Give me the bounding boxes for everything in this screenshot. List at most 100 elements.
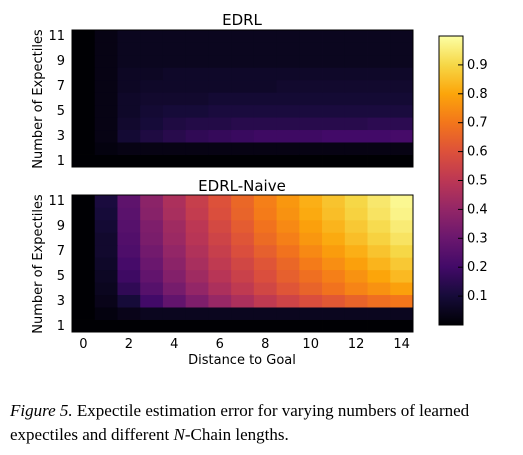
heatmap-cell — [208, 294, 232, 308]
heatmap-cell — [185, 294, 209, 308]
heatmap-cell — [140, 282, 164, 296]
heatmap-cell — [117, 92, 141, 106]
heatmap-cell — [94, 269, 118, 283]
heatmap-cell — [344, 104, 368, 118]
heatmap-cell — [231, 269, 255, 283]
heatmap-cell — [276, 307, 300, 320]
y-tick-label: 9 — [57, 54, 65, 69]
heatmap-cell — [276, 294, 300, 308]
heatmap-cell — [162, 319, 187, 333]
heatmap-cell — [117, 257, 141, 271]
heatmap-cell — [322, 294, 346, 308]
heatmap-cell — [117, 117, 141, 131]
heatmap-cell — [322, 154, 346, 168]
y-tick-label: 11 — [48, 29, 65, 44]
heatmap-cell — [390, 79, 414, 93]
heatmap-cell — [231, 232, 255, 246]
edrl-naive-xlabel: Distance to Goal — [188, 353, 296, 368]
heatmap-cell — [117, 154, 141, 168]
heatmap-cell — [299, 269, 323, 283]
colorbar-tick-label: 0.4 — [467, 202, 488, 217]
heatmap-cell — [94, 319, 118, 333]
heatmap-cell — [322, 129, 346, 143]
heatmap-cell — [322, 42, 346, 56]
heatmap-cell — [276, 129, 300, 143]
heatmap-cell — [276, 269, 300, 283]
heatmap-cell — [390, 307, 414, 320]
heatmap-cell — [162, 244, 187, 258]
heatmap-cell — [299, 294, 323, 308]
heatmap-cell — [72, 92, 96, 106]
heatmap-cell — [140, 244, 164, 258]
heatmap-cell — [94, 92, 118, 106]
heatmap-cell — [140, 294, 164, 308]
heatmap-cell — [299, 30, 323, 43]
heatmap-cell — [185, 30, 209, 43]
heatmap-cell — [276, 257, 300, 271]
heatmap-cell — [72, 232, 96, 246]
heatmap-cell — [253, 67, 277, 81]
heatmap-cell — [276, 207, 300, 221]
heatmap-cell — [344, 207, 368, 221]
heatmap-cell — [140, 142, 164, 155]
heatmap-cell — [185, 195, 209, 208]
heatmap-cell — [140, 154, 164, 168]
heatmap-cell — [276, 282, 300, 296]
heatmap-cell — [276, 54, 300, 68]
heatmap-cell — [390, 269, 414, 283]
heatmap-cell — [72, 67, 96, 81]
heatmap-cell — [367, 154, 391, 168]
heatmap-cell — [208, 67, 232, 81]
y-tick-label: 3 — [57, 129, 65, 144]
heatmap-cell — [299, 219, 323, 233]
colorbar-tick-label: 0.3 — [467, 231, 488, 246]
heatmap-cell — [322, 207, 346, 221]
heatmap-cell — [162, 54, 187, 68]
heatmap-cell — [208, 319, 232, 333]
heatmap-cell — [162, 142, 187, 155]
x-tick-label: 12 — [348, 337, 365, 352]
heatmap-cell — [253, 79, 277, 93]
heatmap-cell — [322, 117, 346, 131]
heatmap-cell — [322, 67, 346, 81]
heatmap-cell — [367, 30, 391, 43]
heatmap-cell — [162, 207, 187, 221]
heatmap-cell — [208, 30, 232, 43]
heatmap-cell — [162, 30, 187, 43]
heatmap-cell — [117, 30, 141, 43]
heatmap-cell — [162, 79, 187, 93]
edrl-cells — [72, 30, 414, 168]
heatmap-cell — [140, 269, 164, 283]
heatmap-cell — [390, 257, 414, 271]
x-tick-label: 4 — [170, 337, 178, 352]
heatmap-cell — [162, 154, 187, 168]
heatmap-cell — [299, 195, 323, 208]
heatmap-cell — [390, 117, 414, 131]
heatmap-cell — [231, 79, 255, 93]
heatmap-cell — [344, 219, 368, 233]
y-tick-label: 11 — [48, 194, 65, 209]
heatmap-cell — [72, 104, 96, 118]
heatmap-cell — [253, 92, 277, 106]
heatmap-cell — [117, 195, 141, 208]
heatmap-cell — [367, 232, 391, 246]
heatmap-cell — [208, 307, 232, 320]
heatmap-cell — [253, 219, 277, 233]
heatmap-cell — [390, 104, 414, 118]
edrl-naive-cells — [72, 195, 414, 333]
heatmap-cell — [253, 154, 277, 168]
heatmap-cell — [299, 129, 323, 143]
edrl-y-ticks: 1 3 5 7 9 11 — [48, 29, 65, 169]
heatmap-cell — [253, 319, 277, 333]
heatmap-cell — [367, 219, 391, 233]
heatmap-cell — [140, 117, 164, 131]
heatmap-cell — [140, 129, 164, 143]
heatmap-cell — [253, 142, 277, 155]
heatmap-cell — [94, 42, 118, 56]
heatmap-cell — [276, 42, 300, 56]
heatmap-cell — [276, 154, 300, 168]
heatmap-cell — [117, 282, 141, 296]
heatmap-cell — [344, 257, 368, 271]
heatmap-cell — [231, 319, 255, 333]
heatmap-cell — [231, 257, 255, 271]
